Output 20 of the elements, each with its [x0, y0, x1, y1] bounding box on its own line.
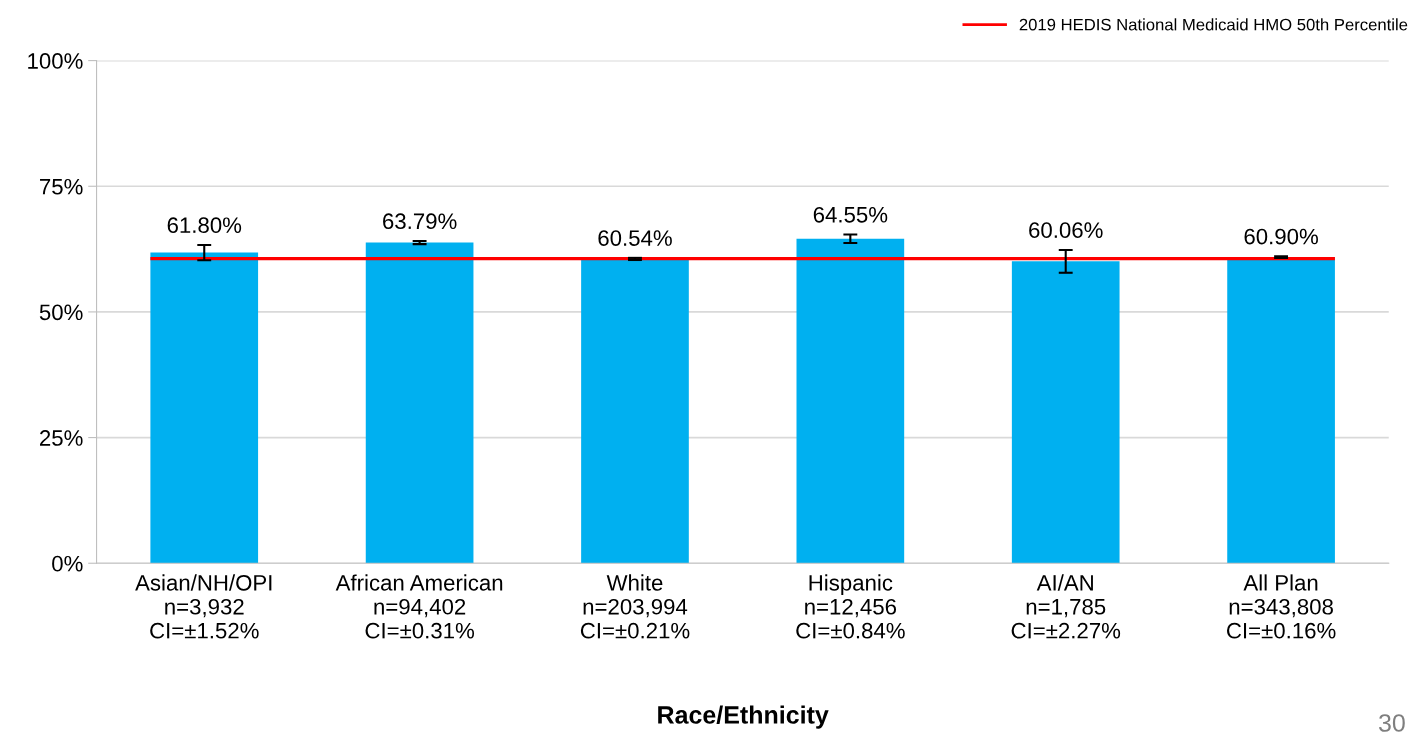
y-tick-label: 0% — [52, 555, 83, 572]
legend-label: 2019 HEDIS National Medicaid HMO 50th Percentile — [1019, 18, 1408, 31]
data-label: 64.55% — [813, 206, 888, 223]
x-tick-label: Asian/NH/OPI n=3,932 CI=±1.52% — [135, 574, 272, 639]
x-tick-label: White n=203,994 CI=±0.21% — [580, 574, 690, 639]
data-label: 63.79% — [383, 213, 457, 230]
y-tick-label: 25% — [40, 430, 83, 446]
data-label: 60.90% — [1244, 228, 1318, 245]
x-tick-label: African American n=94,402 CI=±0.31% — [335, 574, 503, 639]
x-tick-label: Hispanic n=12,456 CI=±0.84% — [796, 574, 905, 639]
y-tick-label: 75% — [40, 178, 83, 195]
x-tick-label: AI/AN n=1,785 CI=±2.27% — [1011, 574, 1121, 639]
x-axis-title: Race/Ethnicity — [658, 705, 829, 729]
x-tick-label: All Plan n=343,808 CI=±0.16% — [1227, 574, 1336, 639]
data-label: 60.54% — [598, 230, 672, 246]
data-label: 60.06% — [1029, 222, 1103, 239]
data-label: 61.80% — [167, 217, 242, 234]
text: 30 — [1378, 714, 1405, 732]
y-tick-label: 100% — [28, 53, 83, 69]
y-tick-label: 50% — [39, 304, 83, 321]
